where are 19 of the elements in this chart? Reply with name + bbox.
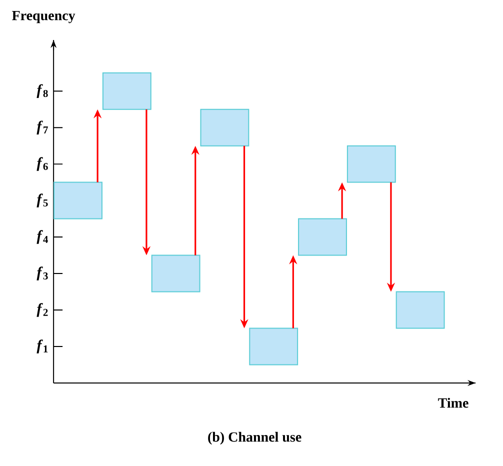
bar <box>249 328 298 366</box>
y-tick-label: f$_{4}$ <box>36 230 48 244</box>
y-axis-title: Frequency <box>12 10 76 24</box>
y-tick-label: f$_{5}$ <box>36 194 48 208</box>
bar <box>200 108 250 146</box>
text: (b) Channel use <box>208 432 302 445</box>
bar <box>151 254 200 292</box>
x-axis-title: Time <box>438 398 468 408</box>
y-tick-label: f$_{2}$ <box>36 303 48 317</box>
bar <box>298 218 347 256</box>
y-tick-label: f$_{3}$ <box>36 266 48 280</box>
bar <box>54 182 102 220</box>
bar <box>346 145 396 183</box>
y-tick-label: f$_{7}$ <box>36 120 48 134</box>
bar <box>396 291 445 329</box>
y-tick-label: f$_{1}$ <box>36 340 48 354</box>
bar <box>102 72 152 110</box>
y-tick-label: f$_{6}$ <box>36 157 48 171</box>
y-tick-label: f$_{8}$ <box>36 84 48 98</box>
